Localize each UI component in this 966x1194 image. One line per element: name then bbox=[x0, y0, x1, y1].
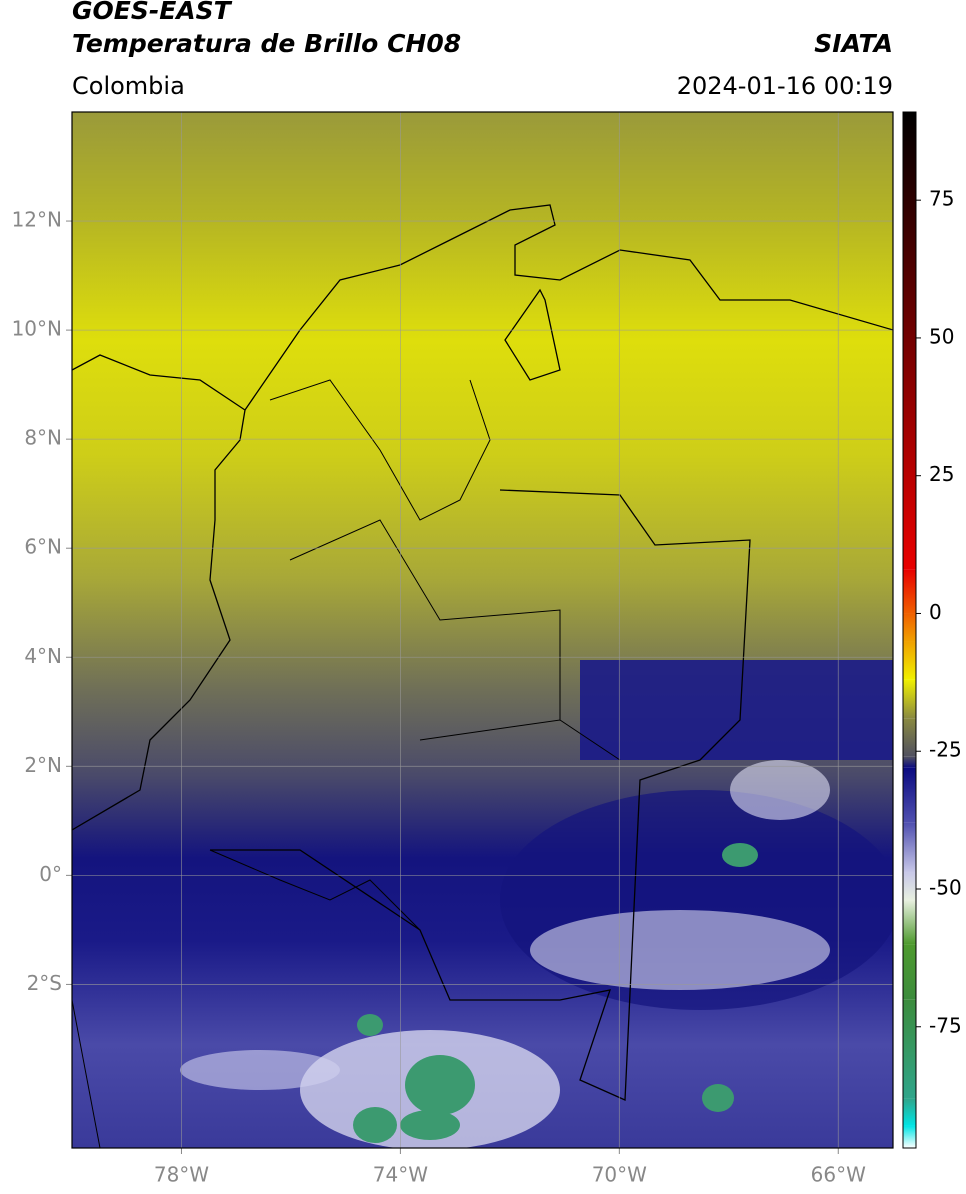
timestamp: 2024-01-16 00:19 bbox=[677, 72, 893, 100]
plot-frame bbox=[71, 111, 894, 1149]
x-tick-label: 74°W bbox=[373, 1163, 428, 1187]
y-tick-label: 4°N bbox=[24, 644, 62, 668]
subtitle: Temperatura de Brillo CH08 bbox=[72, 29, 461, 58]
colorbar-tick-label: -75 bbox=[929, 1013, 962, 1037]
colorbar-segment bbox=[903, 872, 916, 901]
colorbar-tick-label: -25 bbox=[929, 738, 962, 762]
colorbar-segment bbox=[903, 756, 916, 768]
colorbar-segment bbox=[903, 900, 916, 945]
colorbar-segment bbox=[903, 679, 916, 719]
colorbar-segment bbox=[903, 613, 916, 642]
y-tick-label: 6°N bbox=[24, 535, 62, 559]
region: Colombia bbox=[72, 72, 185, 100]
x-tick-label: 78°W bbox=[154, 1163, 209, 1187]
colorbar-tick-label: -50 bbox=[929, 876, 962, 900]
colorbar-segment bbox=[903, 718, 916, 757]
colorbar-segment bbox=[903, 944, 916, 1000]
colorbar-segment bbox=[903, 767, 916, 823]
y-tick-label: 12°N bbox=[12, 208, 62, 232]
colorbar-tick-label: 75 bbox=[929, 187, 954, 211]
colorbar-segment bbox=[903, 822, 916, 873]
y-tick-label: 2°N bbox=[24, 753, 62, 777]
colorbar-segment bbox=[903, 641, 916, 680]
colorbar-segment bbox=[903, 1125, 916, 1148]
colorbar-segment bbox=[903, 999, 916, 1099]
x-tick-label: 70°W bbox=[592, 1163, 647, 1187]
colorbar-frame bbox=[902, 111, 917, 1149]
colorbar-tick-label: 0 bbox=[929, 600, 942, 624]
source: SIATA bbox=[814, 29, 893, 58]
y-tick-label: 2°S bbox=[27, 971, 62, 995]
x-tick-label: 66°W bbox=[811, 1163, 866, 1187]
colorbar-tick-label: 25 bbox=[929, 462, 954, 486]
satellite-image bbox=[72, 112, 893, 1148]
y-tick-label: 10°N bbox=[12, 317, 62, 341]
title: GOES-EAST bbox=[72, 0, 233, 25]
colorbar-segment bbox=[903, 569, 916, 614]
y-tick-label: 8°N bbox=[24, 426, 62, 450]
colorbar-segment bbox=[903, 112, 916, 570]
colorbar-tick-label: 50 bbox=[929, 324, 954, 348]
grid bbox=[66, 112, 893, 1154]
colorbar-segment bbox=[903, 1098, 916, 1126]
colorbar bbox=[903, 112, 921, 1148]
y-tick-label: 0° bbox=[39, 862, 62, 886]
